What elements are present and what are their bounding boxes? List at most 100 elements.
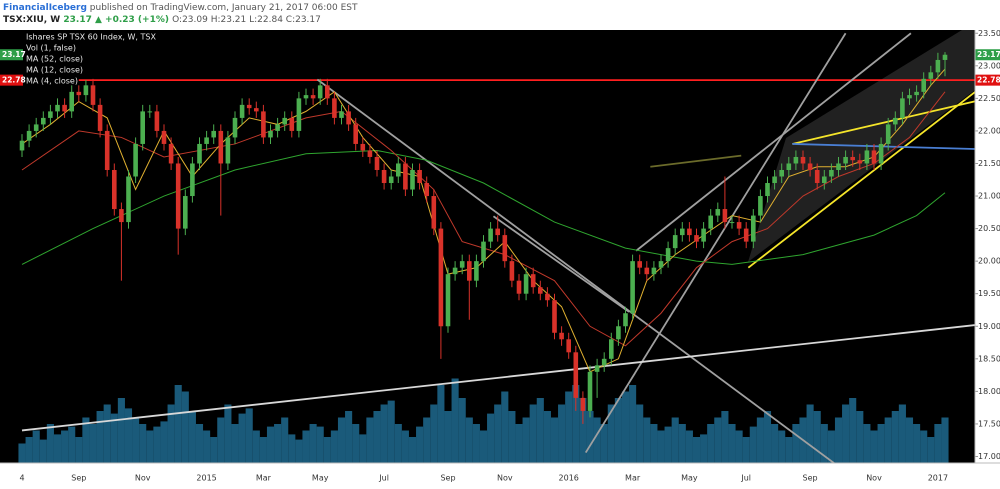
x-tick-label: Sep [440, 474, 455, 483]
volume-bar [664, 426, 672, 463]
candle-body [715, 209, 721, 216]
x-tick-label: Jul [378, 474, 389, 483]
candle-body [76, 91, 82, 96]
candle-body [914, 91, 919, 96]
moving-average [21, 149, 946, 265]
candle-body [438, 228, 444, 327]
candle-body [33, 124, 39, 131]
candle-body [573, 352, 579, 398]
y-tick-label: 23.50 [978, 29, 1000, 38]
volume-bar [373, 411, 381, 463]
candle-body [800, 156, 806, 164]
published: published on TradingView.com, January 21… [90, 3, 358, 13]
volume-bar [217, 417, 225, 463]
volume-bar [25, 437, 33, 463]
volume-bar [756, 417, 764, 463]
candle-body [857, 160, 863, 164]
candle-body [204, 137, 209, 144]
candle-body [502, 235, 508, 262]
volume-bar [550, 417, 559, 463]
volume-bar [174, 385, 182, 463]
volume-bar [685, 430, 693, 463]
volume-bar [763, 411, 772, 463]
candle-body [97, 104, 103, 131]
volume-bar [778, 430, 786, 463]
candle-body [651, 267, 657, 275]
candle-body [26, 130, 32, 141]
candle-body [388, 176, 394, 184]
x-tick-label: Sep [71, 474, 86, 483]
trend-line [316, 78, 836, 463]
volume-bar [132, 417, 140, 463]
legend: Ishares SP TSX 60 Index, W, TSX Vol (1, … [26, 33, 156, 86]
price-tag-label: 23.17 [2, 50, 26, 59]
volume-bar [89, 424, 97, 463]
trend-line [635, 32, 912, 252]
candle-body [374, 156, 380, 170]
price-tag [0, 74, 23, 86]
y-tick-label: 21.00 [978, 192, 1000, 201]
volume-bar [61, 430, 69, 463]
volume-bar [252, 430, 260, 463]
candle-body [665, 248, 671, 262]
candle-body [325, 85, 330, 99]
volume-bar [75, 437, 83, 463]
candle-body [843, 156, 848, 164]
volume-bar [68, 426, 76, 463]
legend-entry: Vol (1, false) [26, 44, 76, 53]
volume-bar [153, 426, 161, 463]
trend-line [792, 143, 975, 150]
volume-bar [387, 400, 395, 463]
y-tick-label: 23.00 [978, 61, 1000, 70]
candle-body [601, 358, 607, 366]
candle-body [523, 274, 529, 294]
candle-body [83, 85, 89, 96]
candle-body [829, 169, 834, 177]
candle-body [254, 108, 259, 112]
volume-bar [302, 430, 310, 463]
candle-body [580, 397, 586, 411]
volume-bar [643, 417, 651, 463]
x-tick-label: 2016 [559, 474, 579, 483]
candle-body [758, 196, 763, 216]
price-tag [975, 49, 1000, 61]
x-tick-label: May [681, 474, 698, 483]
moving-average [21, 91, 946, 347]
volume-bar [586, 411, 594, 463]
volume-bar [863, 424, 871, 463]
ma-layer [21, 68, 946, 373]
y-tick-label: 21.50 [978, 159, 1000, 168]
candle-body [552, 300, 557, 333]
volume-bar [316, 426, 324, 463]
volume-bar [181, 391, 189, 463]
volume-bar [543, 411, 551, 463]
candle-body [339, 111, 344, 118]
candle-body [161, 130, 167, 144]
trend-line [21, 324, 975, 432]
volume-bar [934, 424, 942, 463]
volume-bar [401, 430, 409, 463]
volume-bar [607, 404, 615, 463]
candle-body [289, 117, 295, 131]
candle-body [381, 169, 387, 184]
price-tag-label: 22.78 [977, 76, 1000, 85]
candle-body [367, 150, 373, 157]
volume-bar [898, 404, 906, 463]
x-tick-label: Sep [803, 474, 818, 483]
x-tick-label: 4 [19, 474, 24, 483]
volume-bar [692, 437, 701, 463]
candle-body [452, 267, 458, 275]
candle-body [140, 111, 145, 144]
candle-body [48, 111, 53, 118]
moving-average [21, 68, 946, 373]
volume-bar [479, 430, 488, 463]
candle-body [786, 163, 792, 170]
candle-body [126, 176, 131, 223]
author[interactable]: FinancialIceberg [3, 3, 87, 13]
candle-body [680, 228, 685, 236]
volume-bar [820, 424, 828, 463]
volume-bar [735, 430, 743, 463]
volume-bar [295, 439, 303, 463]
volume-bar [274, 424, 282, 463]
